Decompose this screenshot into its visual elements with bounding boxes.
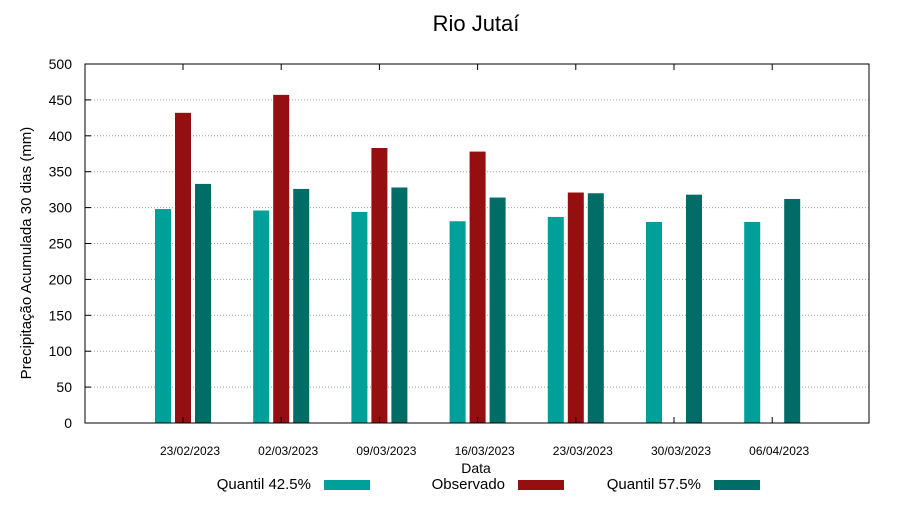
bar-quantil-57-5--2 (391, 187, 408, 423)
chart-title: Rio Jutaí (433, 11, 520, 36)
legend: Quantil 42.5% Observado Quantil 57.5% (217, 476, 760, 493)
y-tick-label: 100 (49, 343, 73, 359)
bar-quantil-42-5--4 (547, 216, 564, 423)
y-tick-label: 0 (64, 415, 72, 431)
bar-observado-3 (469, 151, 486, 423)
legend-swatch (324, 480, 370, 490)
bar-quantil-42-5--1 (253, 210, 270, 423)
x-tick-label: 23/02/2023 (160, 444, 220, 458)
bar-quantil-57-5--5 (686, 194, 702, 423)
bar-observado-1 (273, 94, 290, 424)
bar-quantil-57-5--0 (195, 183, 211, 423)
legend-swatch (714, 480, 760, 490)
legend-label: Quantil 57.5% (607, 476, 701, 493)
legend-label: Quantil 42.5% (217, 476, 311, 493)
bar-quantil-42-5--5 (646, 221, 662, 423)
x-tick-label: 16/03/2023 (455, 444, 515, 458)
x-tick-label: 30/03/2023 (651, 444, 711, 458)
bar-quantil-42-5--6 (744, 221, 761, 423)
y-tick-label: 250 (49, 236, 73, 252)
bar-quantil-42-5--3 (449, 221, 466, 423)
x-tick-label: 02/03/2023 (258, 444, 318, 458)
y-tick-label: 50 (56, 379, 72, 395)
bar-quantil-57-5--6 (784, 198, 801, 423)
y-tick-label: 150 (49, 307, 73, 323)
bar-quantil-57-5--4 (587, 193, 604, 423)
bar-observado-2 (371, 148, 388, 424)
y-tick-label: 500 (49, 56, 73, 72)
y-tick-label: 200 (49, 271, 73, 287)
y-tick-label: 400 (49, 128, 73, 144)
bar-observado-0 (175, 112, 191, 423)
bar-quantil-42-5--2 (351, 211, 368, 423)
x-axis-ticks: 23/02/2023 02/03/2023 09/03/2023 16/03/2023… (160, 64, 810, 458)
x-tick-label: 23/03/2023 (553, 444, 613, 458)
bars (155, 94, 801, 424)
y-tick-label: 350 (49, 164, 73, 180)
y-axis-ticks: 0 50 100 150 200 250 300 350 400 450 500 (49, 56, 91, 431)
x-axis-label: Data (461, 460, 491, 476)
y-axis-label: Precipitação Acumulada 30 dias (mm) (18, 127, 35, 380)
x-tick-label: 06/04/2023 (749, 444, 809, 458)
bar-quantil-57-5--1 (293, 188, 310, 423)
bar-observado-4 (567, 192, 584, 423)
legend-swatch (518, 480, 564, 490)
y-tick-label: 300 (49, 200, 73, 216)
bar-quantil-42-5--0 (155, 209, 171, 423)
bar-quantil-57-5--3 (489, 197, 506, 423)
legend-label: Observado (432, 476, 505, 493)
x-tick-label: 09/03/2023 (356, 444, 416, 458)
plot-frame (84, 63, 870, 424)
y-tick-label: 450 (49, 92, 73, 108)
